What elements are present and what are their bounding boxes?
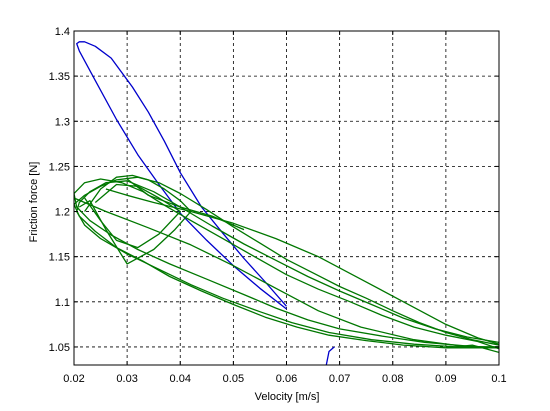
x-tick-label: 0.04 bbox=[170, 373, 191, 385]
x-axis-label: Velocity [m/s] bbox=[255, 391, 320, 403]
y-tick-label: 1.35 bbox=[49, 71, 70, 83]
x-tick-label: 0.02 bbox=[63, 373, 84, 385]
series-line bbox=[325, 346, 335, 365]
x-tick-label: 0.05 bbox=[223, 373, 244, 385]
y-tick-label: 1.15 bbox=[49, 252, 70, 264]
series-1 bbox=[74, 174, 499, 354]
x-tick-label: 0.08 bbox=[382, 373, 403, 385]
series-line bbox=[105, 188, 499, 345]
y-axis-label: Friction force [N] bbox=[28, 162, 40, 243]
y-tick-label: 1.1 bbox=[55, 297, 70, 309]
y-tick-label: 1.2 bbox=[55, 207, 70, 219]
x-tick-label: 0.06 bbox=[276, 373, 297, 385]
series-line bbox=[76, 180, 499, 348]
series-line bbox=[74, 178, 499, 350]
series-line bbox=[445, 344, 499, 354]
series-group bbox=[74, 41, 499, 365]
y-tick-labels: 1.05 1.1 1.15 1.2 1.25 1.3 1.35 1.4 bbox=[49, 26, 70, 354]
y-tick-label: 1.05 bbox=[49, 342, 70, 354]
ticks bbox=[73, 30, 500, 365]
series-line bbox=[84, 183, 181, 249]
series-line bbox=[74, 197, 499, 348]
x-tick-label: 0.09 bbox=[435, 373, 456, 385]
series-line bbox=[78, 174, 192, 265]
x-tick-label: 0.07 bbox=[329, 373, 350, 385]
x-tick-label: 0.1 bbox=[491, 373, 506, 385]
y-tick-label: 1.25 bbox=[49, 161, 70, 173]
x-tick-labels: 0.02 0.03 0.04 0.05 0.06 0.07 0.08 0.09 0.1 bbox=[63, 373, 506, 385]
y-tick-label: 1.3 bbox=[55, 116, 70, 128]
y-tick-label: 1.4 bbox=[55, 26, 70, 38]
grid bbox=[74, 31, 499, 365]
x-tick-label: 0.03 bbox=[116, 373, 137, 385]
